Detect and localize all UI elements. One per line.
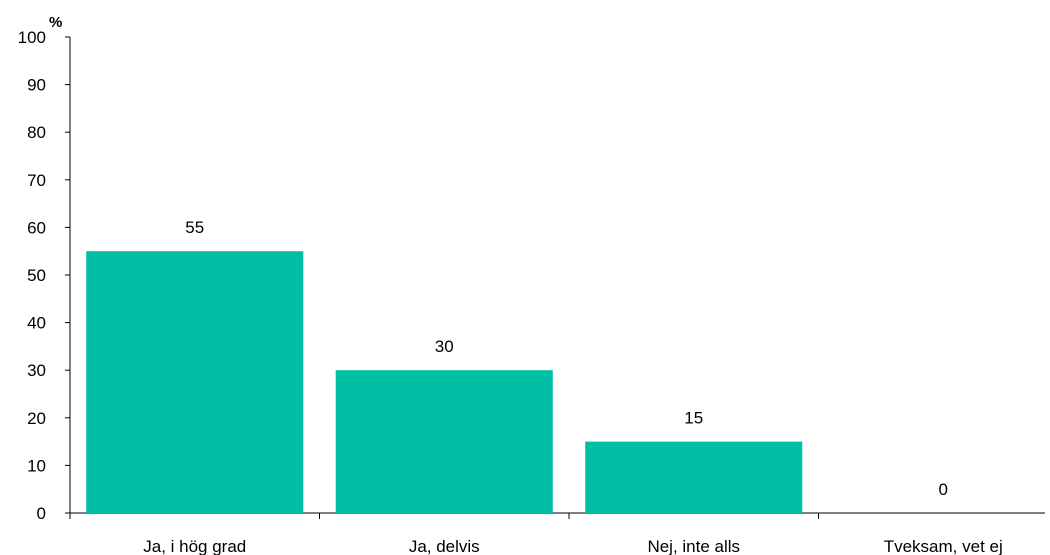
x-category-label: Nej, inte alls bbox=[647, 537, 740, 555]
bars bbox=[86, 251, 803, 513]
y-tick-label: 0 bbox=[37, 504, 46, 523]
data-label: 0 bbox=[939, 480, 948, 499]
data-label: 30 bbox=[435, 337, 454, 356]
y-tick-label: 60 bbox=[27, 218, 46, 237]
bar bbox=[86, 251, 304, 513]
data-label: 15 bbox=[684, 409, 703, 428]
data-labels: 55 30 15 0 bbox=[185, 218, 948, 499]
y-ticks: 0 10 20 30 40 50 60 70 80 90 100 bbox=[18, 28, 70, 523]
bar bbox=[335, 370, 553, 513]
x-category-label: Ja, delvis bbox=[409, 537, 480, 555]
x-ticks: Ja, i hög grad Ja, delvis Nej, inte alls Tv… bbox=[69, 513, 1003, 555]
y-tick-label: 10 bbox=[27, 456, 46, 475]
y-axis-unit-label: % bbox=[49, 14, 62, 31]
data-label: 55 bbox=[185, 218, 204, 237]
y-tick-label: 80 bbox=[27, 123, 46, 142]
bar bbox=[585, 441, 803, 513]
y-tick-label: 100 bbox=[18, 28, 46, 47]
x-category-label: Ja, i hög grad bbox=[143, 537, 246, 555]
y-tick-label: 70 bbox=[27, 171, 46, 190]
y-tick-label: 50 bbox=[27, 266, 46, 285]
y-tick-label: 20 bbox=[27, 409, 46, 428]
y-tick-label: 40 bbox=[27, 314, 46, 333]
y-tick-label: 90 bbox=[27, 76, 46, 95]
x-category-label: Tveksam, vet ej bbox=[884, 537, 1003, 555]
y-tick-label: 30 bbox=[27, 361, 46, 380]
